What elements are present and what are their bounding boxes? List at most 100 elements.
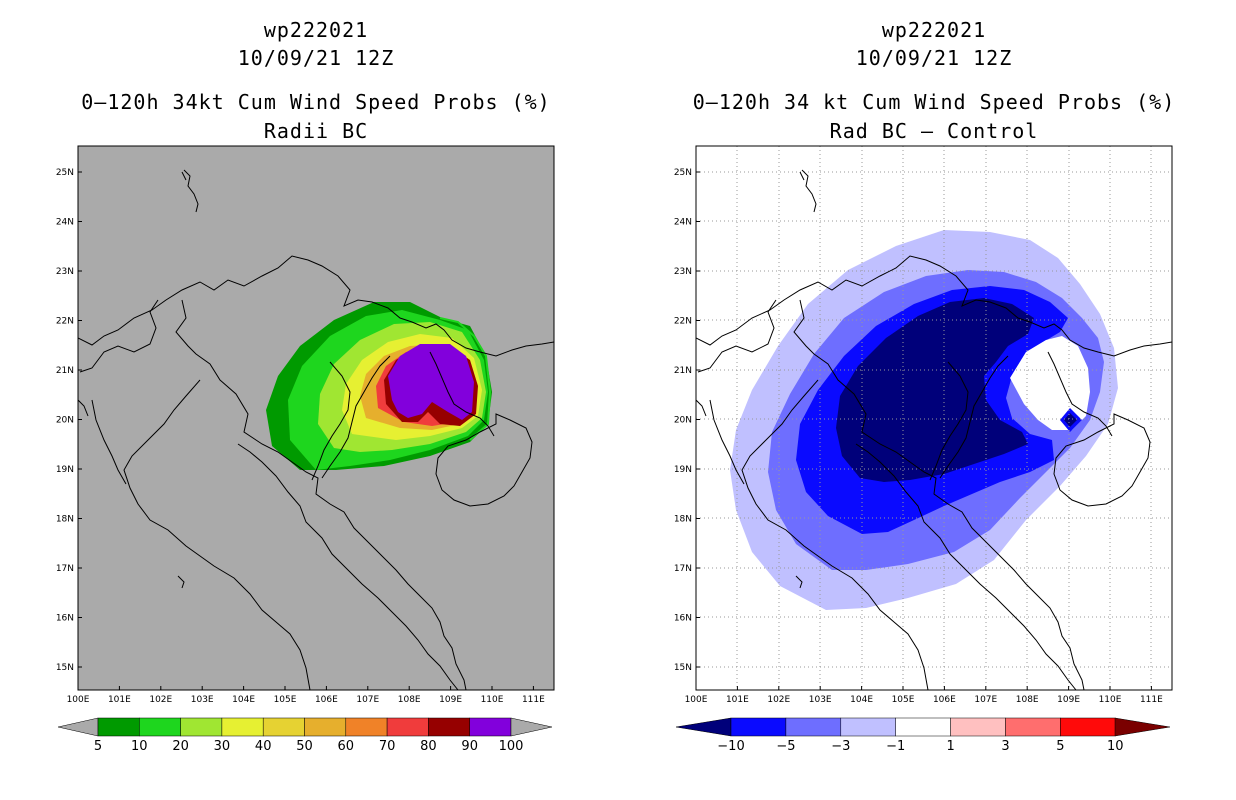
right-colorbar-label: −5 (776, 739, 795, 754)
left-colorbar-swatch (304, 717, 347, 737)
right-colorbar-swatch (895, 717, 951, 737)
lon-label-right: 104E (850, 695, 873, 705)
left-map-panel (77, 145, 555, 691)
right-colorbar-label: −1 (886, 739, 905, 754)
right-colorbar-swatch (1060, 717, 1116, 737)
left-colorbar-label: 90 (461, 739, 478, 754)
lat-label-right: 17N (674, 564, 692, 574)
left-colorbar-label: 40 (255, 739, 272, 754)
right-map-panel (695, 145, 1173, 691)
right-colorbar-label: −10 (717, 739, 744, 754)
left-colorbar-label: 30 (214, 739, 231, 754)
right-colorbar-label: −3 (831, 739, 850, 754)
lon-label-right: 107E (974, 695, 997, 705)
left-datetime: 10/09/21 12Z (237, 46, 395, 70)
right-grid (696, 146, 1172, 690)
lat-label-left: 15N (56, 663, 74, 673)
left-colorbar-label: 20 (172, 739, 189, 754)
lat-label-left: 19N (56, 465, 74, 475)
right-minus-spot-core (1064, 413, 1077, 427)
left-colorbar-label: 5 (94, 739, 102, 754)
left-colorbar-under-arrow (57, 717, 99, 737)
left-colorbar-swatch (97, 717, 140, 737)
right-datetime: 10/09/21 12Z (855, 46, 1013, 70)
axis-labels: 25N 24N 23N 22N 21N 20N 19N 18N 17N 16N 15N 100E 101… (56, 168, 1163, 705)
lon-label-left: 106E (315, 695, 338, 705)
lat-label-right: 15N (674, 663, 692, 673)
lat-label-right: 20N (674, 416, 692, 426)
right-colorbar-label: 1 (946, 739, 954, 754)
lon-label-left: 103E (191, 695, 214, 705)
lat-label-left: 22N (56, 317, 74, 327)
left-colorbar-label: 80 (420, 739, 437, 754)
left-title: 0–120h 34kt Cum Wind Speed Probs (%) (81, 90, 551, 114)
left-colorbar-label: 10 (131, 739, 148, 754)
left-colorbar-swatch (139, 717, 181, 737)
right-colorbar-swatch (785, 717, 842, 737)
lat-label-left: 20N (56, 416, 74, 426)
right-colorbar-over-arrow (1114, 717, 1171, 737)
lon-label-left: 110E (481, 695, 504, 705)
right-colorbar-label: 5 (1056, 739, 1064, 754)
lon-label-left: 107E (356, 695, 379, 705)
lat-label-right: 24N (674, 218, 692, 228)
lat-label-right: 21N (674, 366, 692, 376)
lat-label-left: 24N (56, 218, 74, 228)
left-colorbar-over-arrow (510, 717, 553, 737)
lon-label-right: 101E (726, 695, 749, 705)
right-colorbar-swatch (1005, 717, 1061, 737)
right-contour-minus10 (836, 298, 1034, 482)
lat-label-left: 17N (56, 564, 74, 574)
lon-label-right: 100E (685, 695, 708, 705)
right-colorbar-label: 10 (1107, 739, 1124, 754)
left-colorbar-swatch (428, 717, 470, 737)
lat-label-right: 22N (674, 317, 692, 327)
left-colorbar-swatch (469, 717, 512, 737)
lon-label-left: 102E (149, 695, 172, 705)
lat-label-left: 18N (56, 515, 74, 525)
lon-label-left: 100E (67, 695, 90, 705)
left-colorbar-label: 60 (338, 739, 355, 754)
left-subtitle: Radii BC (263, 119, 369, 143)
left-colorbar-label: 50 (296, 739, 313, 754)
lat-label-left: 23N (56, 267, 74, 277)
left-colorbar-swatch (262, 717, 305, 737)
right-colorbar-label: 3 (1001, 739, 1009, 754)
lon-label-right: 103E (809, 695, 832, 705)
lon-label-right: 105E (892, 695, 915, 705)
lon-label-left: 111E (522, 695, 545, 705)
left-colorbar: 5 10 20 30 40 50 60 70 80 90 100 (57, 717, 553, 754)
left-colorbar-swatch (386, 717, 429, 737)
right-storm-id: wp222021 (881, 18, 987, 42)
right-colorbar-swatch (840, 717, 896, 737)
lat-label-right: 25N (674, 168, 692, 178)
lon-label-left: 101E (108, 695, 131, 705)
lat-label-left: 16N (56, 614, 74, 624)
lon-label-left: 105E (274, 695, 297, 705)
right-subtitle: Rad BC – Control (829, 119, 1039, 143)
right-colorbar: −10 −5 −3 −1 1 3 5 10 (675, 717, 1171, 754)
lon-label-right: 111E (1140, 695, 1163, 705)
lon-label-right: 110E (1099, 695, 1122, 705)
right-title: 0–120h 34 kt Cum Wind Speed Probs (%) (692, 90, 1176, 114)
left-colorbar-swatch (345, 717, 388, 737)
right-positive-area (1010, 336, 1090, 430)
lon-label-right: 109E (1057, 695, 1080, 705)
left-storm-id: wp222021 (263, 18, 369, 42)
lon-label-right: 102E (767, 695, 790, 705)
left-colorbar-label: 70 (379, 739, 396, 754)
lat-label-right: 16N (674, 614, 692, 624)
lat-label-left: 25N (56, 168, 74, 178)
right-colorbar-under-arrow (675, 717, 732, 737)
lat-label-right: 19N (674, 465, 692, 475)
left-colorbar-swatch (180, 717, 223, 737)
lat-label-right: 23N (674, 267, 692, 277)
left-contour-edge (439, 317, 492, 441)
lon-label-left: 104E (232, 695, 255, 705)
lon-label-left: 109E (439, 695, 462, 705)
lat-label-left: 21N (56, 366, 74, 376)
right-colorbar-swatch (950, 717, 1006, 737)
lon-label-right: 106E (933, 695, 956, 705)
lat-label-right: 18N (674, 515, 692, 525)
